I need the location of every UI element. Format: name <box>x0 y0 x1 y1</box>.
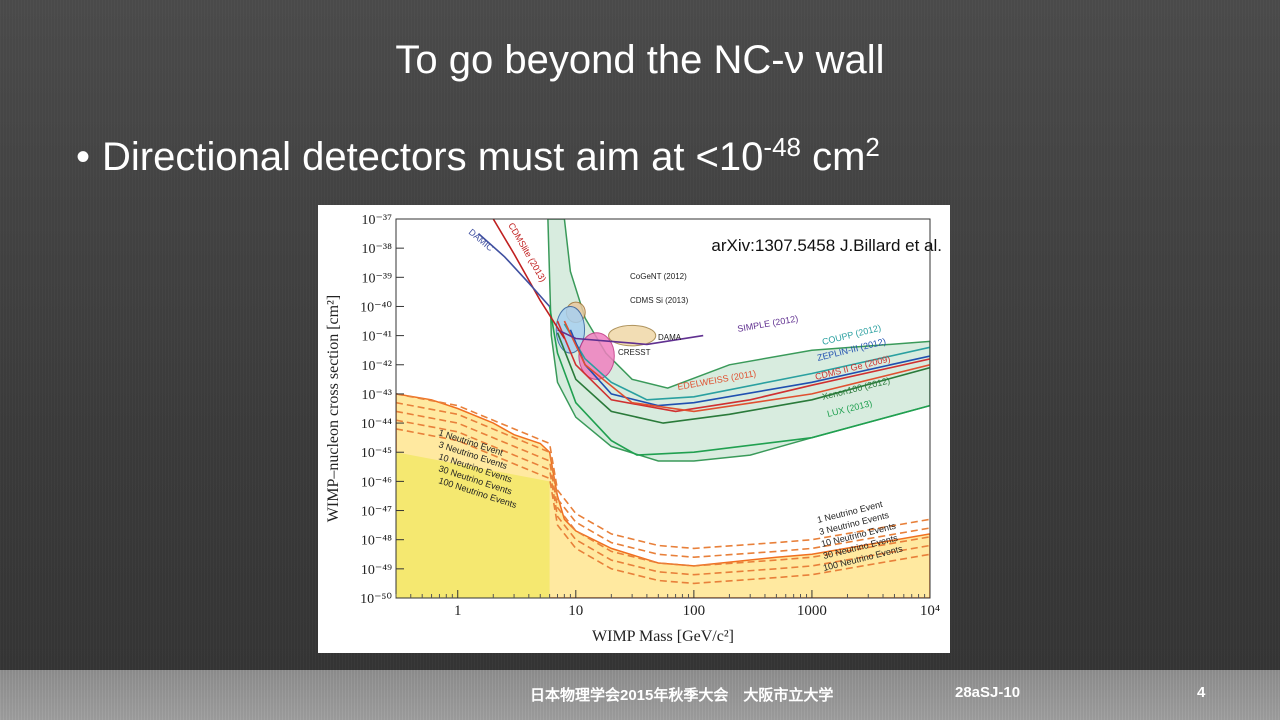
y-tick-label-11: 10⁻⁴⁸ <box>361 534 392 549</box>
signal-region-2 <box>608 324 657 347</box>
series-line-2 <box>396 410 930 567</box>
footer-conference: 日本物理学会2015年秋季大会 大阪市立大学 <box>530 687 834 704</box>
series-line-11 <box>557 329 704 346</box>
blob-label-0: CoGeNT (2012) <box>630 272 687 281</box>
y-tick-label-9: 10⁻⁴⁶ <box>361 475 392 490</box>
y-tick-label-0: 10⁻³⁷ <box>362 213 393 228</box>
arxiv-annotation: arXiv:1307.5458 J.Billard et al. <box>711 236 942 255</box>
series-line-9 <box>563 320 930 413</box>
x-tick-label-0: 1 <box>454 603 462 619</box>
series-label-11: SIMPLE (2012) <box>737 313 799 334</box>
y-tick-label-13: 10⁻⁵⁰ <box>360 592 392 607</box>
series-line-0 <box>396 393 930 550</box>
x-axis-label: WIMP Mass [GeV/c²] <box>592 628 734 645</box>
y-tick-label-10: 10⁻⁴⁷ <box>361 505 392 520</box>
footer-session-code: 28aSJ-10 <box>955 684 1021 701</box>
x-tick-label-3: 1000 <box>797 603 827 619</box>
wimp-limit-chart: 1 10 100 1000 10⁴ 10⁻³⁷ 10⁻³⁸ 10⁻³⁹ 10⁻⁴⁰ 10⁻⁴¹ 10… <box>325 213 942 645</box>
series-label-13: DAMIC <box>467 227 496 254</box>
y-tick-label-8: 10⁻⁴⁵ <box>361 446 392 461</box>
footer-bar <box>0 670 1280 720</box>
blob-label-1: CDMS Si (2013) <box>630 296 689 305</box>
series-line-4 <box>396 428 930 585</box>
series-line-5 <box>563 323 930 401</box>
series-line-8 <box>556 332 930 424</box>
bullet-unit-exponent: 2 <box>865 132 880 162</box>
y-tick-label-1: 10⁻³⁸ <box>362 242 393 257</box>
series-line-1 <box>396 401 930 559</box>
series-line-10 <box>548 306 930 456</box>
bullet-exponent: -48 <box>763 132 801 162</box>
neutrino-floor-fill <box>396 452 550 598</box>
series-line-3 <box>396 419 930 576</box>
series-line-7 <box>556 320 930 413</box>
wimp-limit-figure: 1 10 100 1000 10⁴ 10⁻³⁷ 10⁻³⁸ 10⁻³⁹ 10⁻⁴⁰ 10⁻⁴¹ 10… <box>318 205 950 653</box>
blob-label-2: DAMA <box>658 333 682 342</box>
series-line-12 <box>492 219 566 339</box>
bullet-text: Directional detectors must aim at <10 <box>102 135 764 179</box>
y-tick-label-7: 10⁻⁴⁴ <box>361 417 392 432</box>
bullet-item: • Directional detectors must aim at <10-4… <box>76 132 880 180</box>
x-tick-label-1: 10 <box>568 603 583 619</box>
y-tick-label-12: 10⁻⁴⁹ <box>361 563 392 578</box>
y-tick-label-3: 10⁻⁴⁰ <box>360 300 392 315</box>
y-tick-label-5: 10⁻⁴² <box>362 359 392 374</box>
region-0 <box>547 219 930 462</box>
blob-label-3: CRESST <box>618 348 651 357</box>
x-tick-label-4: 10⁴ <box>920 603 940 619</box>
y-axis-label: WIMP–nucleon cross section [cm²] <box>325 295 342 522</box>
y-tick-label-6: 10⁻⁴³ <box>362 388 392 403</box>
y-tick-label-2: 10⁻³⁹ <box>362 271 393 286</box>
bullet-unit: cm <box>800 135 866 179</box>
footer-page-number: 4 <box>1197 684 1206 701</box>
plot-frame <box>395 218 931 599</box>
x-tick-label-2: 100 <box>683 603 706 619</box>
y-tick-label-4: 10⁻⁴¹ <box>362 330 392 345</box>
series-line-13 <box>477 233 551 308</box>
bullet-symbol: • <box>76 135 91 179</box>
slide-title: To go beyond the NC-ν wall <box>395 38 885 82</box>
